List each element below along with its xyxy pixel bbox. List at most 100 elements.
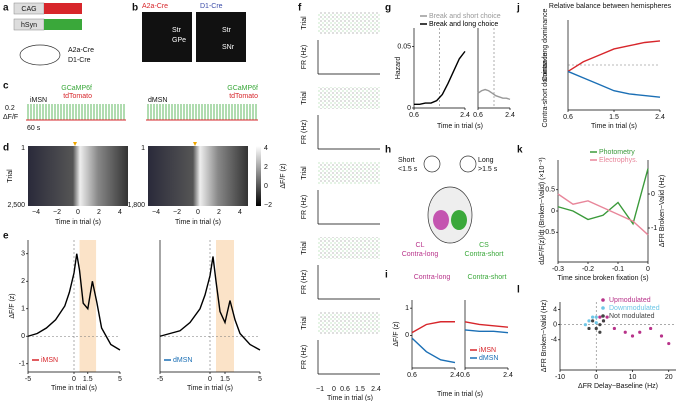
promoter: CAG <box>21 6 36 13</box>
point <box>605 315 609 319</box>
point <box>587 326 591 331</box>
hemisphere <box>433 210 449 230</box>
panel-label: e <box>3 231 9 242</box>
point <box>587 319 591 323</box>
legend-label: Break and short choice <box>429 13 501 20</box>
point <box>591 315 595 319</box>
axis-label: FR (Hz) <box>301 45 308 70</box>
y-tick-label: 0 <box>407 105 411 112</box>
line <box>557 193 649 236</box>
mouse <box>19 44 61 66</box>
label: CL <box>416 242 425 249</box>
x-tick-label: 0.6 <box>460 372 470 379</box>
point <box>623 330 627 334</box>
raster <box>318 87 380 109</box>
axis-label: Trial <box>301 241 308 255</box>
label: Contra-long dominance <box>542 9 549 82</box>
point <box>667 341 671 346</box>
legend-label: Upmodulated <box>609 297 651 304</box>
line <box>414 50 466 106</box>
point <box>594 315 598 319</box>
x-tick-label: -5 <box>25 376 31 383</box>
subtitle: Contra-short <box>468 274 507 281</box>
shaded-region <box>216 240 234 372</box>
line <box>557 168 649 226</box>
axis-label: FR (Hz) <box>301 270 308 295</box>
x-tick-label: 1.5 <box>220 376 230 383</box>
legend: tdTomato <box>63 93 92 100</box>
y-tick-label: 0.5 <box>545 187 555 194</box>
y2-axis-label: ΔFR Broken−Valid (Hz) <box>659 175 666 247</box>
box <box>44 19 82 30</box>
scale: 60 s <box>27 125 41 132</box>
legend-marker <box>601 306 605 310</box>
colorbar <box>256 146 261 206</box>
y-tick-label: -0.5 <box>543 229 555 236</box>
x-tick-label: 2.4 <box>450 372 460 379</box>
x-tick-label: 0.6 <box>340 386 350 393</box>
marker <box>193 142 197 146</box>
y-tick-label: 0.05 <box>397 43 411 50</box>
panel-label: h <box>385 145 391 156</box>
x-tick-label: 0.6 <box>473 112 483 119</box>
x-tick-label: −4 <box>152 209 160 216</box>
panel-label: i <box>385 270 388 281</box>
x-tick-label: 0 <box>332 386 336 393</box>
x-axis-label: ΔFR Delay−Baseline (Hz) <box>578 383 658 390</box>
x-tick-label: 4 <box>238 209 242 216</box>
panel-label: d <box>3 143 9 154</box>
y-tick-label: 4 <box>553 306 557 313</box>
x-tick-label: 0.6 <box>409 112 419 119</box>
x-tick-label: -0.3 <box>552 266 564 273</box>
y-tick-label: 0 <box>405 332 409 339</box>
point <box>594 321 598 325</box>
label: Contra-long <box>402 251 439 258</box>
point <box>598 330 602 334</box>
x-tick-label: 10 <box>629 374 637 381</box>
axis-label: FR (Hz) <box>301 345 308 370</box>
x-tick-label: 1.5 <box>83 376 93 383</box>
panel-label: a <box>3 3 9 14</box>
x-tick-label: 5 <box>258 376 262 383</box>
legend-marker <box>601 314 605 318</box>
panel-label: b <box>132 3 138 14</box>
row-label: 1 <box>141 145 145 152</box>
image <box>142 12 192 62</box>
x-tick-label: 5 <box>118 376 122 383</box>
colorbar-tick: 2 <box>264 164 268 171</box>
x-tick-label: -10 <box>555 374 565 381</box>
panel-label: c <box>3 81 9 92</box>
x-tick-label: −2 <box>53 209 61 216</box>
image <box>196 12 246 62</box>
hemisphere <box>451 210 467 230</box>
x-tick-label: −1 <box>316 386 324 393</box>
x-axis-label: Time in trial (s) <box>187 385 233 392</box>
heatmap <box>28 146 128 206</box>
line <box>464 321 509 328</box>
trace-title: iMSN <box>30 97 47 104</box>
region: GPe <box>172 37 186 44</box>
line <box>464 329 509 334</box>
image-title: A2a-Cre <box>142 3 168 10</box>
point <box>591 319 595 323</box>
y2-tick-label: -1 <box>651 225 657 232</box>
line <box>567 40 661 73</box>
x-tick-label: 2.4 <box>655 114 665 121</box>
x-tick-label: -5 <box>157 376 163 383</box>
point <box>612 326 616 331</box>
colorbar-tick: 4 <box>264 145 268 152</box>
x-tick-label: 0 <box>646 266 650 273</box>
x-tick-label: 0 <box>196 209 200 216</box>
x-tick-label: 0 <box>594 374 598 381</box>
x-tick-label: -0.2 <box>582 266 594 273</box>
panel-label: f <box>298 3 302 14</box>
x-tick-label: 1.5 <box>609 114 619 121</box>
point <box>638 330 642 334</box>
x-tick-label: 2.4 <box>460 112 470 119</box>
region: SNr <box>222 44 235 51</box>
point <box>659 334 664 338</box>
x-tick-label: -0.1 <box>612 266 624 273</box>
axis-label: Trial <box>301 16 308 30</box>
axis-label: FR (Hz) <box>301 120 308 145</box>
row-label: 1,800 <box>127 202 145 209</box>
